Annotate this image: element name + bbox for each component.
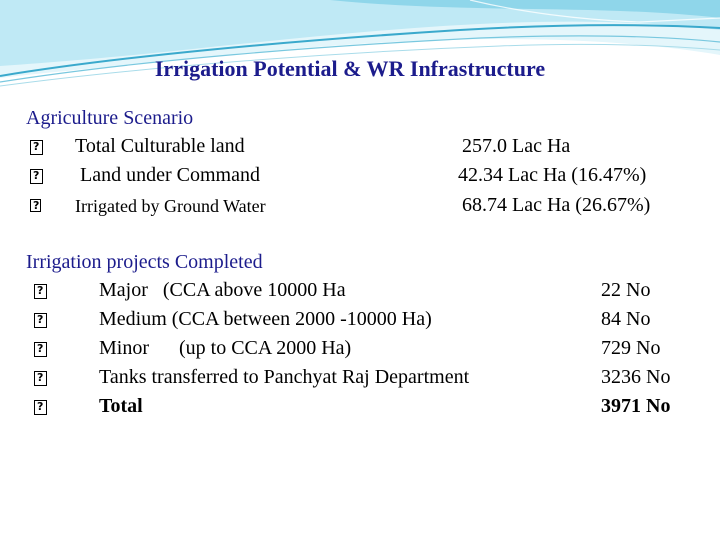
- agriculture-heading: Agriculture Scenario: [26, 107, 194, 129]
- item-value: 729 No: [601, 337, 661, 359]
- item-label: Major (CCA above 10000 Ha: [99, 279, 346, 301]
- item-value: 3236 No: [601, 366, 671, 388]
- box-bullet-icon: [34, 340, 47, 358]
- item-value: 42.34 Lac Ha (16.47%): [458, 164, 647, 186]
- box-bullet-icon: [30, 197, 41, 215]
- box-bullet-icon: [34, 369, 47, 387]
- item-label: Medium (CCA between 2000 -10000 Ha): [99, 308, 432, 330]
- list-item: Total Culturable land 257.0 Lac Ha: [0, 135, 720, 163]
- list-item: Tanks transferred to Panchyat Raj Depart…: [0, 366, 720, 394]
- box-bullet-icon: [30, 138, 43, 156]
- total-value: 3971 No: [601, 395, 671, 417]
- list-item: Land under Command 42.34 Lac Ha (16.47%): [0, 164, 720, 192]
- item-value: 257.0 Lac Ha: [462, 135, 571, 157]
- item-label: Total Culturable land: [75, 135, 245, 157]
- item-value: 68.74 Lac Ha (26.67%): [462, 194, 651, 216]
- header-wave-decoration: [0, 0, 720, 87]
- box-bullet-icon: [34, 311, 47, 329]
- item-label: Minor (up to CCA 2000 Ha): [99, 337, 352, 359]
- box-bullet-icon: [30, 167, 43, 185]
- list-item: Irrigated by Ground Water 68.74 Lac Ha (…: [0, 194, 720, 222]
- list-item: Total 3971 No: [0, 395, 720, 423]
- item-label: Irrigated by Ground Water: [75, 196, 266, 216]
- list-item: Major (CCA above 10000 Ha 22 No: [0, 279, 720, 307]
- page-title: Irrigation Potential & WR Infrastructure: [154, 56, 546, 81]
- projects-heading: Irrigation projects Completed: [26, 251, 263, 273]
- box-bullet-icon: [34, 282, 47, 300]
- item-value: 22 No: [601, 279, 651, 301]
- list-item: Minor (up to CCA 2000 Ha) 729 No: [0, 337, 720, 365]
- box-bullet-icon: [34, 398, 47, 416]
- total-label: Total: [99, 395, 143, 417]
- item-value: 84 No: [601, 308, 651, 330]
- item-label: Tanks transferred to Panchyat Raj Depart…: [99, 366, 470, 388]
- list-item: Medium (CCA between 2000 -10000 Ha) 84 N…: [0, 308, 720, 336]
- item-label: Land under Command: [80, 164, 260, 186]
